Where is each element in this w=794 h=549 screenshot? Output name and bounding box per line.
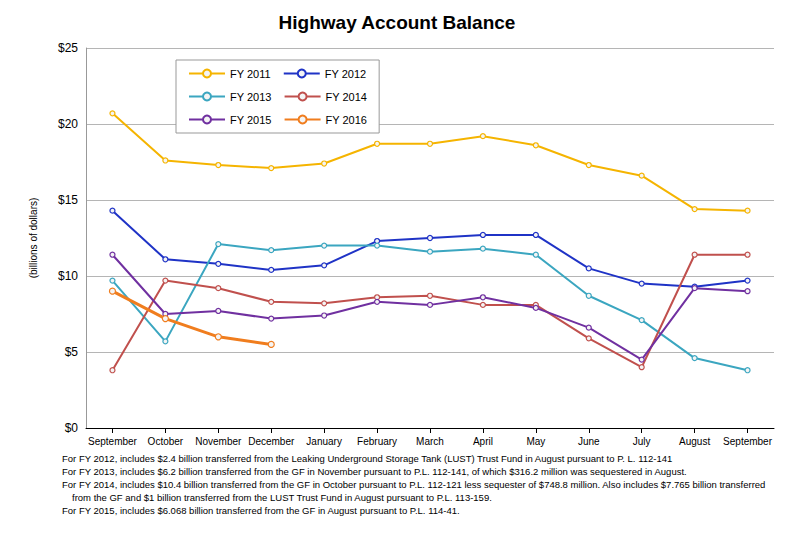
html-text:For FY 2012, includes $2.4 bil: For FY 2012, includes $2.4 billion trans… [62,453,673,464]
svg-text:June: June [578,436,600,447]
svg-text:FY 2011: FY 2011 [230,68,271,80]
svg-text:(billions of dollars): (billions of dollars) [28,198,39,279]
html-text:For FY 2014, includes $10.4 bi: For FY 2014, includes $10.4 billion tran… [62,479,766,503]
svg-text:July: July [633,436,651,447]
svg-text:FY 2015: FY 2015 [230,114,271,126]
svg-text:March: March [416,436,444,447]
svg-text:$20: $20 [58,117,78,131]
svg-text:FY 2016: FY 2016 [326,114,367,126]
svg-text:April: April [473,436,493,447]
svg-text:September: September [88,436,138,447]
html-text:For FY 2013, includes $6.2 bil: For FY 2013, includes $6.2 billion trans… [62,466,687,477]
svg-text:FY 2012: FY 2012 [325,68,366,80]
svg-text:February: February [357,436,397,447]
svg-text:$0: $0 [65,421,79,435]
svg-text:FY 2014: FY 2014 [326,91,367,103]
svg-text:$10: $10 [58,269,78,283]
svg-text:FY 2013: FY 2013 [230,91,271,103]
svg-text:Highway Account Balance: Highway Account Balance [279,12,516,33]
svg-text:May: May [526,436,545,447]
svg-text:October: October [148,436,184,447]
svg-text:$15: $15 [58,193,78,207]
svg-text:January: January [306,436,342,447]
svg-text:December: December [248,436,295,447]
html-text:For FY 2015, includes $6.068 b: For FY 2015, includes $6.068 billion tra… [62,505,460,516]
svg-text:$5: $5 [65,345,79,359]
svg-text:August: August [679,436,710,447]
svg-text:November: November [195,436,242,447]
svg-text:$25: $25 [58,41,78,55]
svg-text:September: September [723,436,773,447]
